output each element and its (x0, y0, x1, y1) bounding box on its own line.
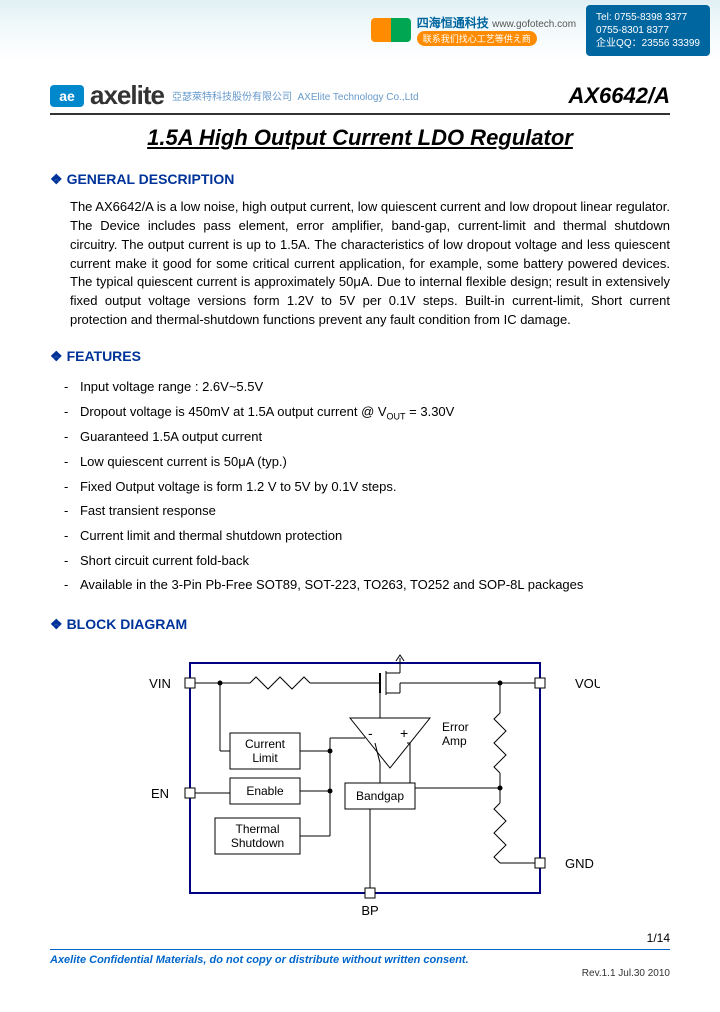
feature-item: Fixed Output voltage is form 1.2 V to 5V… (80, 475, 670, 500)
svg-text:EN: EN (151, 786, 169, 801)
svg-text:VOUT: VOUT (575, 676, 600, 691)
confidential-notice: Axelite Confidential Materials, do not c… (50, 954, 670, 966)
document-title: 1.5A High Output Current LDO Regulator (50, 125, 670, 151)
svg-text:Current: Current (245, 737, 286, 751)
svg-text:GND: GND (565, 856, 594, 871)
brand-en: AXElite Technology Co.,Ltd (298, 92, 419, 103)
feature-item: Input voltage range : 2.6V~5.5V (80, 375, 670, 400)
diamond-icon: ❖ (50, 616, 63, 632)
svg-text:-: - (368, 725, 373, 741)
gofo-brand-block: 四海恒通科技 www.gofotech.com 联系我们找心工艺等供え商 (371, 14, 576, 46)
features-list: Input voltage range : 2.6V~5.5VDropout v… (50, 375, 670, 598)
svg-text:Amp: Amp (442, 734, 467, 748)
svg-text:Enable: Enable (246, 784, 284, 798)
feature-item: Guaranteed 1.5A output current (80, 425, 670, 450)
top-banner: 四海恒通科技 www.gofotech.com 联系我们找心工艺等供え商 Tel… (0, 0, 720, 60)
svg-text:Thermal: Thermal (235, 822, 279, 836)
tel-line-2: 0755-8301 8377 (596, 24, 700, 37)
svg-text:Error: Error (442, 720, 469, 734)
feature-item: Low quiescent current is 50μA (typ.) (80, 450, 670, 475)
tel-line-1: Tel: 0755-8398 3377 (596, 11, 700, 24)
brand-cn: 亞瑟萊特科技股份有限公司 (172, 92, 292, 103)
feature-item: Available in the 3-Pin Pb-Free SOT89, SO… (80, 573, 670, 598)
page-number: 1/14 (50, 931, 670, 945)
svg-text:Shutdown: Shutdown (231, 836, 284, 850)
feature-item: Fast transient response (80, 499, 670, 524)
page-footer: Axelite Confidential Materials, do not c… (50, 949, 670, 979)
gofo-badge: 联系我们找心工艺等供え商 (417, 31, 537, 46)
revision-text: Rev.1.1 Jul.30 2010 (50, 968, 670, 979)
contact-box: Tel: 0755-8398 3377 0755-8301 8377 企业QQ：… (586, 5, 710, 56)
general-desc-body: The AX6642/A is a low noise, high output… (70, 198, 670, 330)
qq-line: 企业QQ：23556 33399 (596, 37, 700, 50)
svg-text:BP: BP (361, 903, 378, 918)
part-number: AX6642/A (568, 83, 670, 109)
brand-name: axelite (90, 80, 164, 111)
general-desc-heading: ❖GENERAL DESCRIPTION (50, 171, 670, 188)
block-diagram-heading: ❖BLOCK DIAGRAM (50, 616, 670, 633)
diamond-icon: ❖ (50, 348, 63, 364)
svg-text:Bandgap: Bandgap (356, 789, 404, 803)
svg-text:VIN: VIN (149, 676, 171, 691)
feature-item: Current limit and thermal shutdown prote… (80, 524, 670, 549)
gofo-url: www.gofotech.com (492, 19, 576, 30)
block-diagram: VIN VOUT EN GND BP ErrorAmp - + CurrentLimit Enab… (120, 643, 600, 923)
company-brand: ae axelite 亞瑟萊特科技股份有限公司 AXElite Technolo… (50, 80, 419, 111)
gofo-cn-text: 四海恒通科技 (417, 16, 489, 30)
doc-header: ae axelite 亞瑟萊特科技股份有限公司 AXElite Technolo… (50, 80, 670, 115)
diamond-icon: ❖ (50, 171, 63, 187)
feature-item: Dropout voltage is 450mV at 1.5A output … (80, 400, 670, 426)
gofo-logo-icon (371, 18, 411, 42)
features-heading: ❖FEATURES (50, 348, 670, 365)
axelite-logo-icon: ae (50, 85, 84, 107)
svg-text:+: + (400, 725, 408, 741)
feature-item: Short circuit current fold-back (80, 549, 670, 574)
page-content: ae axelite 亞瑟萊特科技股份有限公司 AXElite Technolo… (0, 60, 720, 989)
svg-text:Limit: Limit (252, 751, 278, 765)
